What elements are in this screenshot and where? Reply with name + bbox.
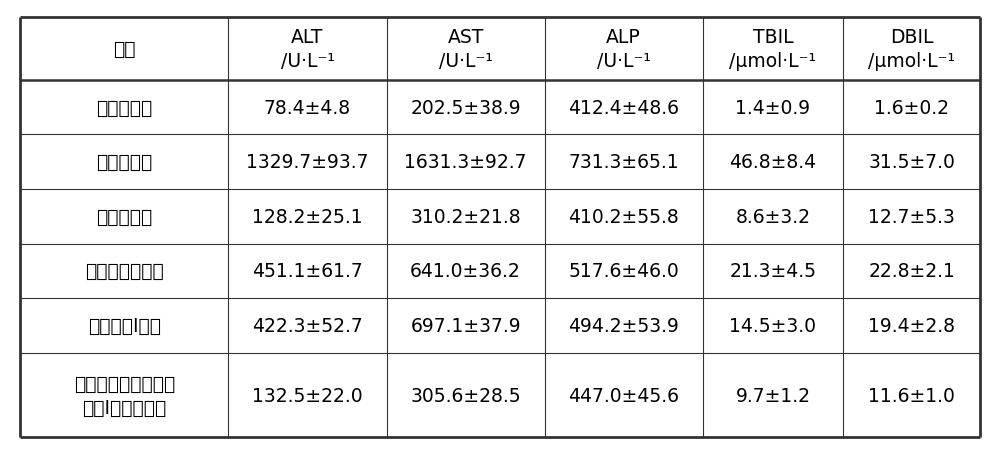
Text: 447.0±45.6: 447.0±45.6: [568, 386, 679, 405]
Text: 14.5±3.0: 14.5±3.0: [729, 316, 816, 335]
Text: 盐酸地芬尼多与化合
物（Ⅰ）组合物组: 盐酸地芬尼多与化合 物（Ⅰ）组合物组: [74, 374, 175, 417]
Text: 1.4±0.9: 1.4±0.9: [735, 98, 811, 117]
Text: 641.0±36.2: 641.0±36.2: [410, 262, 521, 281]
Text: 451.1±61.7: 451.1±61.7: [252, 262, 363, 281]
Text: 1329.7±93.7: 1329.7±93.7: [246, 153, 369, 172]
Text: 310.2±21.8: 310.2±21.8: [410, 207, 521, 226]
Text: 1.6±0.2: 1.6±0.2: [874, 98, 949, 117]
Text: 19.4±2.8: 19.4±2.8: [868, 316, 955, 335]
Text: 模型对照组: 模型对照组: [96, 153, 152, 172]
Text: 8.6±3.2: 8.6±3.2: [735, 207, 810, 226]
Text: 1631.3±92.7: 1631.3±92.7: [404, 153, 527, 172]
Text: 412.4±48.6: 412.4±48.6: [568, 98, 679, 117]
Text: 305.6±28.5: 305.6±28.5: [410, 386, 521, 405]
Text: 31.5±7.0: 31.5±7.0: [868, 153, 955, 172]
Text: 132.5±22.0: 132.5±22.0: [252, 386, 363, 405]
Text: 化合物（Ⅰ）组: 化合物（Ⅰ）组: [88, 316, 161, 335]
Text: 12.7±5.3: 12.7±5.3: [868, 207, 955, 226]
Text: 11.6±1.0: 11.6±1.0: [868, 386, 955, 405]
Text: 正常对照组: 正常对照组: [96, 98, 152, 117]
Text: TBIL
/μmol·L⁻¹: TBIL /μmol·L⁻¹: [729, 28, 816, 71]
Text: 9.7±1.2: 9.7±1.2: [735, 386, 810, 405]
Text: 517.6±46.0: 517.6±46.0: [568, 262, 679, 281]
Text: 78.4±4.8: 78.4±4.8: [264, 98, 351, 117]
Text: 阳性对照组: 阳性对照组: [96, 207, 152, 226]
Text: 组别: 组别: [113, 40, 135, 59]
Text: 731.3±65.1: 731.3±65.1: [568, 153, 679, 172]
Text: 202.5±38.9: 202.5±38.9: [410, 98, 521, 117]
Text: 410.2±55.8: 410.2±55.8: [568, 207, 679, 226]
Text: 494.2±53.9: 494.2±53.9: [568, 316, 679, 335]
Text: 盐酸地芬尼多组: 盐酸地芬尼多组: [85, 262, 164, 281]
Text: 128.2±25.1: 128.2±25.1: [252, 207, 363, 226]
Text: 422.3±52.7: 422.3±52.7: [252, 316, 363, 335]
Text: ALT
/U·L⁻¹: ALT /U·L⁻¹: [281, 28, 334, 71]
Text: 21.3±4.5: 21.3±4.5: [729, 262, 816, 281]
Text: 46.8±8.4: 46.8±8.4: [729, 153, 817, 172]
Text: DBIL
/μmol·L⁻¹: DBIL /μmol·L⁻¹: [868, 28, 955, 71]
Text: 697.1±37.9: 697.1±37.9: [410, 316, 521, 335]
Text: AST
/U·L⁻¹: AST /U·L⁻¹: [439, 28, 493, 71]
Text: ALP
/U·L⁻¹: ALP /U·L⁻¹: [597, 28, 651, 71]
Text: 22.8±2.1: 22.8±2.1: [868, 262, 955, 281]
